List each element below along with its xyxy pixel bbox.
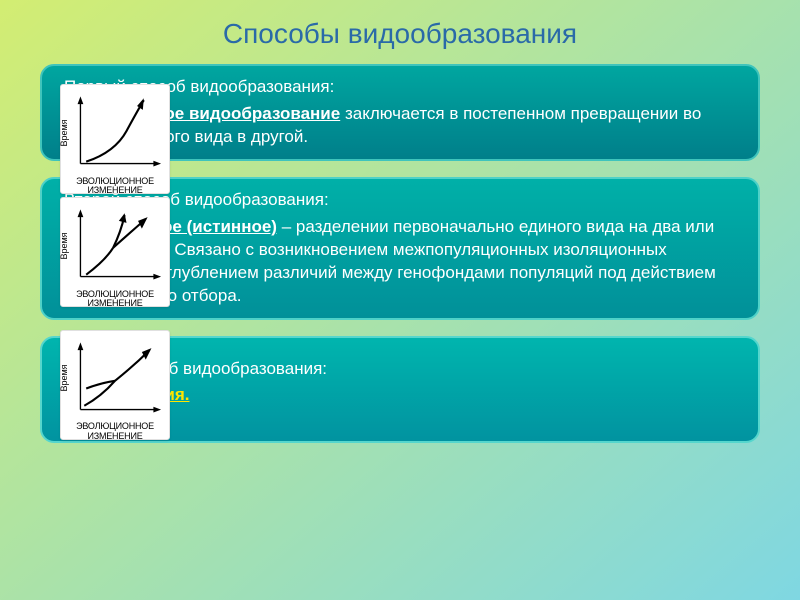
chart-box-3: Время ЭВОЛЮЦИОННОЕ ИЗМЕНЕНИЕ	[60, 330, 170, 440]
chart2-caption: ЭВОЛЮЦИОННОЕ ИЗМЕНЕНИЕ	[67, 288, 163, 309]
card-third-method: Третий способ видообразования: Гибридиза…	[40, 336, 760, 444]
chart-area-1: Время	[67, 91, 163, 175]
chart-box-2: Время ЭВОЛЮЦИОННОЕ ИЗМЕНЕНИЕ	[60, 197, 170, 307]
chart-area-3: Время	[67, 337, 163, 421]
chart2-svg	[67, 204, 163, 288]
card-first-method: Первый способ видообразования: Филетичес…	[40, 64, 760, 161]
chart1-caption: ЭВОЛЮЦИОННОЕ ИЗМЕНЕНИЕ	[67, 175, 163, 196]
chart3-caption: ЭВОЛЮЦИОННОЕ ИЗМЕНЕНИЕ	[67, 420, 163, 441]
chart2-ylabel: Время	[58, 232, 70, 259]
chart-area-2: Время	[67, 204, 163, 288]
chart3-svg	[67, 337, 163, 421]
chart3-ylabel: Время	[58, 365, 70, 392]
chart1-ylabel: Время	[58, 119, 70, 146]
slide-content: Способы видообразования Первый способ ви…	[0, 0, 800, 600]
chart-box-1: Время ЭВОЛЮЦИОННОЕ ИЗМЕНЕНИЕ	[60, 84, 170, 194]
card-second-method: Второй способ видообразования: Дивергент…	[40, 177, 760, 320]
page-title: Способы видообразования	[40, 18, 760, 50]
chart1-svg	[67, 91, 163, 175]
